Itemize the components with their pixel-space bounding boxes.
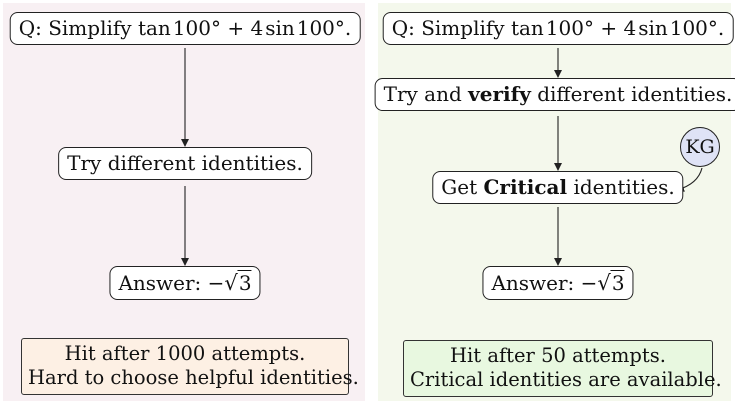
right-result-note: Hit after 50 attempts. Critical identiti… bbox=[403, 340, 722, 397]
left-answer-node: Answer: −√3 bbox=[109, 266, 261, 301]
note-line-2: Critical identities are available. bbox=[410, 368, 722, 392]
question-prefix: Q: Simplify bbox=[18, 16, 132, 40]
right-question-node: Q: Simplify tan 100° + 4 sin 100°. bbox=[382, 12, 734, 45]
baseline-panel bbox=[3, 3, 365, 401]
note-line-1: Hit after 1000 attempts. bbox=[64, 342, 306, 365]
note-line-1: Hit after 50 attempts. bbox=[450, 344, 666, 367]
question-expression: tan 100° + 4 sin 100° bbox=[137, 16, 345, 40]
right-step-verify-node: Try and verify different identities. bbox=[374, 78, 735, 111]
right-answer-node: Answer: −√3 bbox=[482, 266, 634, 301]
kg-node: KG bbox=[680, 127, 720, 167]
note-line-2: Hard to choose helpful identities. bbox=[28, 366, 359, 390]
left-step-node: Try different identities. bbox=[58, 147, 312, 180]
left-question-node: Q: Simplify tan 100° + 4 sin 100°. bbox=[9, 12, 361, 45]
question-expression: tan 100° + 4 sin 100° bbox=[510, 16, 718, 40]
left-result-note: Hit after 1000 attempts. Hard to choose … bbox=[21, 338, 359, 395]
right-step-critical-node: Get Critical identities. bbox=[432, 171, 684, 204]
question-prefix: Q: Simplify bbox=[391, 16, 505, 40]
